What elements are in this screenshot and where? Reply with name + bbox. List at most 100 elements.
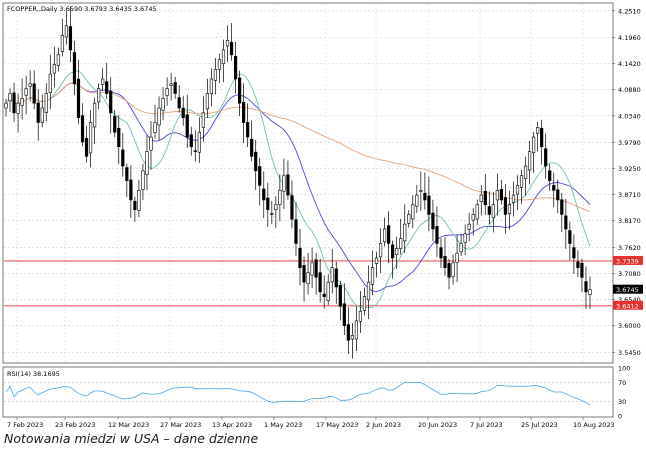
candle-body [105, 81, 109, 94]
x-tick-label: 7 Feb 2023 [7, 421, 43, 429]
candle-body [48, 73, 52, 93]
candle-body [282, 175, 286, 192]
candle-body [125, 167, 129, 181]
candle-body [242, 101, 246, 123]
candle-body [382, 228, 387, 243]
candle-body [84, 138, 89, 157]
candle-body [568, 230, 572, 244]
candle-body [8, 93, 12, 102]
candle-body [326, 281, 330, 301]
price-tick-label: 3.5450 [618, 349, 641, 357]
candle-body [197, 131, 201, 153]
rsi-axis: 100 70 30 0 [618, 365, 630, 421]
x-tick-label: 2 Jun 2023 [366, 421, 401, 429]
candle-body [24, 88, 28, 96]
candle-body [330, 267, 334, 283]
candle-body [246, 122, 250, 138]
x-axis: 7 Feb 2023 23 Feb 2023 12 Mar 2023 27 Mar 2… [7, 417, 615, 429]
candle-body [362, 296, 367, 311]
candle-body [88, 122, 93, 154]
candle-body [455, 252, 459, 263]
candle-body [519, 175, 524, 188]
candle-body [523, 165, 528, 180]
rsi-tick-label: 100 [618, 365, 630, 373]
candle-body [588, 289, 592, 295]
candle-body [56, 54, 60, 66]
x-tick-label: 13 Apr 2023 [212, 421, 252, 429]
candle-body [274, 204, 278, 211]
candle-body [52, 64, 56, 74]
candle-body [564, 215, 568, 230]
candle-body [503, 197, 508, 215]
candle-body [209, 78, 214, 94]
price-tick-label: 3.7080 [618, 270, 641, 278]
candle-body [540, 127, 544, 148]
candle-body [499, 189, 503, 201]
rsi-tick-label: 30 [618, 398, 626, 406]
price-label-box [613, 284, 643, 294]
candle-body [60, 35, 64, 52]
candle-body [552, 184, 556, 191]
candle-body [483, 190, 487, 206]
candle-body [294, 219, 298, 244]
candle-body [358, 310, 363, 322]
candle-body [415, 194, 419, 207]
candle-body [419, 189, 423, 192]
candle-body [374, 257, 379, 264]
chart-caption: Notowania miedzi w USA – dane dzienne [4, 431, 259, 446]
candle-body [532, 136, 536, 153]
candle-body [334, 268, 338, 288]
candle-body [278, 189, 282, 205]
moving-average-line [5, 82, 591, 213]
candle-body [157, 107, 161, 126]
candle-body [471, 214, 475, 221]
candle-body [407, 214, 411, 224]
candle-body [403, 223, 407, 242]
candle-body [185, 114, 189, 138]
candle-body [423, 192, 427, 201]
candle-body [387, 225, 391, 244]
price-axis: 4.2510 4.1960 4.1420 4.0880 4.0340 3.9790 3.92… [612, 7, 643, 357]
candle-body [101, 78, 105, 85]
candle-body [427, 195, 431, 215]
candle-body [221, 49, 226, 65]
candle-body [572, 247, 576, 259]
candle-body [76, 78, 81, 118]
candle-body [189, 134, 193, 148]
candle-body [262, 188, 266, 201]
candle-body [97, 88, 101, 103]
candle-body [129, 179, 133, 201]
rsi-tick-label: 0 [618, 413, 622, 421]
candle-body [560, 199, 564, 215]
price-tick-label: 4.1960 [618, 34, 641, 42]
candle-body [346, 324, 350, 341]
price-tick-label: 4.0880 [618, 86, 641, 94]
chart-frame: 4.2510 4.1960 4.1420 4.0880 4.0340 3.9790 3.92… [2, 2, 643, 429]
candle-body [64, 25, 69, 38]
price-label-box [613, 255, 643, 265]
candle-body [527, 151, 532, 171]
price-lines [4, 70, 612, 308]
x-tick-label: 23 Feb 2023 [55, 421, 95, 429]
candle-body [4, 102, 8, 109]
candle-body [443, 255, 447, 268]
candle-body [338, 284, 342, 307]
candle-body [225, 39, 230, 47]
candle-body [467, 223, 471, 230]
candle-body [290, 195, 294, 220]
candle-body [173, 82, 177, 94]
candle-body [322, 293, 326, 297]
candle-body [113, 115, 117, 133]
candle-body [205, 93, 209, 110]
price-grid [4, 4, 612, 362]
candle-body [511, 194, 516, 203]
candle-body [435, 226, 439, 244]
candle-body [20, 98, 24, 106]
candle-body [254, 151, 258, 172]
candle-body [314, 259, 318, 278]
candle-body [165, 88, 169, 96]
rsi-grid [4, 382, 612, 402]
price-tick-label: 3.8710 [618, 191, 641, 199]
candle-body [451, 262, 455, 277]
x-tick-label: 27 Mar 2023 [160, 421, 201, 429]
